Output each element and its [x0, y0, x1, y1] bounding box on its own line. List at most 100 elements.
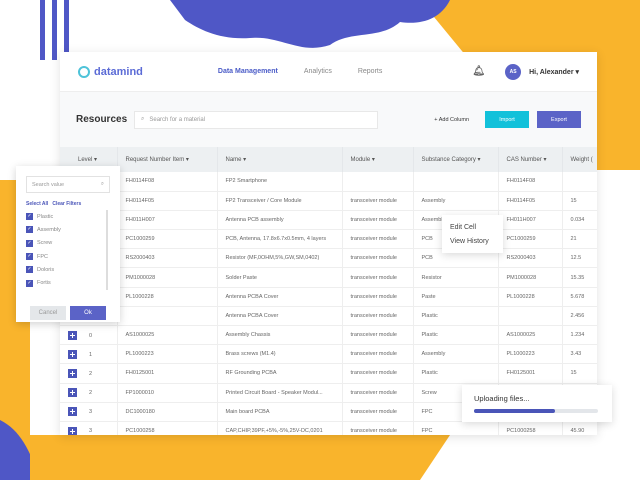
expand-row-button[interactable]	[68, 330, 77, 340]
expand-row-button[interactable]	[68, 426, 77, 435]
table-cell[interactable]: 12.5	[562, 248, 597, 269]
clear-filters-link[interactable]: Clear Filters	[52, 201, 82, 207]
checkbox-checked-icon[interactable]: ✓	[26, 266, 33, 274]
cancel-button[interactable]: Cancel	[30, 305, 66, 320]
table-cell[interactable]	[117, 306, 218, 327]
table-row[interactable]: FH0114F08 FP2 Smartphone FH0114F08	[60, 172, 597, 192]
table-cell[interactable]: PL1000223	[498, 344, 563, 365]
table-row[interactable]: FH0114F05 FP2 Transceiver / Core Module tr…	[60, 191, 597, 211]
checkbox-checked-icon[interactable]: ✓	[26, 226, 33, 234]
table-cell[interactable]: Resistor (MF,0OHM,5%,GW,SM,0402)	[217, 248, 343, 269]
table-cell[interactable]: FP2 Smartphone	[217, 172, 343, 192]
table-cell[interactable]: PCB, Antenna, 17.8x6.7x0.5mm, 4 layers	[217, 229, 343, 250]
table-cell[interactable]: Plastic	[413, 325, 499, 346]
table-cell[interactable]: Antenna PCBA Cover	[217, 287, 343, 307]
table-cell[interactable]: transceiver module	[342, 267, 414, 288]
table-cell[interactable]: transceiver module	[342, 287, 414, 307]
table-cell[interactable]: FP2 Transceiver / Core Module	[217, 191, 343, 211]
table-cell[interactable]: 15	[562, 191, 597, 211]
table-cell[interactable]	[498, 306, 563, 327]
menu-item-view-history[interactable]: View History	[450, 238, 489, 245]
table-cell[interactable]: 15	[562, 363, 597, 384]
column-header[interactable]: Request Number Item ▾	[117, 147, 218, 172]
table-cell[interactable]: 2	[60, 363, 118, 384]
table-cell[interactable]: AS1000025	[498, 325, 563, 346]
table-cell[interactable]: PC1000259	[117, 229, 218, 250]
ok-button[interactable]: Ok	[70, 305, 106, 320]
table-row[interactable]: 1 PL1000223 Brass screws (M1.4) transceiver…	[60, 344, 597, 365]
table-cell[interactable]	[342, 172, 414, 192]
logo[interactable]: datamind	[78, 65, 143, 78]
checkbox-checked-icon[interactable]: ✓	[26, 213, 33, 221]
table-cell[interactable]: PCB	[413, 248, 499, 269]
bell-icon[interactable]: 🔔︎	[472, 66, 486, 77]
table-cell[interactable]: RS2000403	[498, 248, 563, 269]
table-row[interactable]: PM1000028 Solder Paste transceiver module R…	[60, 267, 597, 288]
table-cell[interactable]: FH0125001	[498, 363, 563, 384]
table-cell[interactable]: transceiver module	[342, 344, 414, 365]
expand-row-button[interactable]	[68, 407, 77, 417]
table-row[interactable]: PL1000228 Antenna PCBA Cover transceiver m…	[60, 287, 597, 307]
table-cell[interactable]: FPC	[413, 421, 499, 435]
table-cell[interactable]: Main board PCBA	[217, 402, 343, 422]
table-cell[interactable]: PL1000223	[117, 344, 218, 365]
table-cell[interactable]: 5.678	[562, 287, 597, 307]
table-cell[interactable]: 45.90	[562, 421, 597, 435]
table-cell[interactable]: FH0114F05	[117, 191, 218, 211]
table-cell[interactable]: PC1000258	[117, 421, 218, 435]
table-cell[interactable]: Assembly Chassis	[217, 325, 343, 346]
table-row[interactable]: PC1000259 PCB, Antenna, 17.8x6.7x0.5mm, 4…	[60, 229, 597, 250]
nav-analytics[interactable]: Analytics	[303, 68, 332, 75]
nav-reports[interactable]: Reports	[357, 68, 383, 75]
table-cell[interactable]: transceiver module	[342, 210, 414, 231]
user-menu[interactable]: 🔔︎ AS Hi, Alexander ▾	[472, 63, 579, 80]
table-row[interactable]: 3 PC1000258 CAP,CHIP,39PF,+5%,-5%,25V-DC,0…	[60, 421, 597, 435]
table-cell[interactable]: PL1000228	[498, 287, 563, 307]
table-cell[interactable]: Assembly	[413, 344, 499, 365]
table-cell[interactable]: FH0114F05	[498, 191, 563, 211]
table-cell[interactable]: transceiver module	[342, 306, 414, 327]
user-greeting[interactable]: Hi, Alexander ▾	[529, 68, 579, 76]
table-cell[interactable]: 2.456	[562, 306, 597, 327]
table-cell[interactable]: PM1000028	[498, 267, 563, 288]
table-cell[interactable]: Antenna PCBA Cover	[217, 306, 343, 327]
select-all-link[interactable]: Select All	[26, 201, 49, 207]
table-cell[interactable]: Plastic	[413, 306, 499, 327]
table-cell[interactable]: PL1000228	[117, 287, 218, 307]
column-header[interactable]: CAS Number ▾	[498, 147, 563, 172]
filter-option[interactable]: ✓ Plastic	[26, 213, 54, 221]
table-cell[interactable]: transceiver module	[342, 383, 414, 403]
table-cell[interactable]: 3	[60, 421, 118, 435]
table-row[interactable]: 0 AS1000025 Assembly Chassis transceiver mo…	[60, 325, 597, 346]
table-cell[interactable]: FH011H007	[117, 210, 218, 231]
table-row[interactable]: Antenna PCBA Cover transceiver module Plas…	[60, 306, 597, 327]
table-cell[interactable]: Solder Paste	[217, 267, 343, 288]
import-button[interactable]: Import	[485, 111, 529, 128]
table-cell[interactable]: 15.35	[562, 267, 597, 288]
table-cell[interactable]: transceiver module	[342, 191, 414, 211]
table-cell[interactable]: PC1000258	[498, 421, 563, 435]
table-cell[interactable]: transceiver module	[342, 421, 414, 435]
filter-option[interactable]: ✓ Assembly	[26, 226, 61, 234]
table-cell[interactable]: 1.234	[562, 325, 597, 346]
table-cell[interactable]: CAP,CHIP,39PF,+5%,-5%,25V-DC,0201	[217, 421, 343, 435]
column-header[interactable]: Name ▾	[217, 147, 343, 172]
export-button[interactable]: Export	[537, 111, 581, 128]
table-cell[interactable]: PM1000028	[117, 267, 218, 288]
table-cell[interactable]: FH011H007	[498, 210, 563, 231]
table-cell[interactable]: FH0114F08	[117, 172, 218, 192]
filter-option[interactable]: ✓ FPC	[26, 253, 48, 261]
table-row[interactable]: RS2000403 Resistor (MF,0OHM,5%,GW,SM,0402…	[60, 248, 597, 269]
checkbox-checked-icon[interactable]: ✓	[26, 279, 33, 287]
table-cell[interactable]: transceiver module	[342, 363, 414, 384]
table-cell[interactable]: 3	[60, 402, 118, 422]
filter-search-input[interactable]: Search value ⌕	[26, 176, 110, 193]
table-cell[interactable]: Printed Circuit Board - Speaker Modul...	[217, 383, 343, 403]
table-cell[interactable]: Resistor	[413, 267, 499, 288]
checkbox-checked-icon[interactable]: ✓	[26, 253, 33, 261]
filter-option[interactable]: ✓ Doloris	[26, 266, 55, 274]
table-cell[interactable]	[413, 172, 499, 192]
table-cell[interactable]: Brass screws (M1.4)	[217, 344, 343, 365]
table-cell[interactable]: transceiver module	[342, 248, 414, 269]
column-header[interactable]: Module ▾	[342, 147, 414, 172]
